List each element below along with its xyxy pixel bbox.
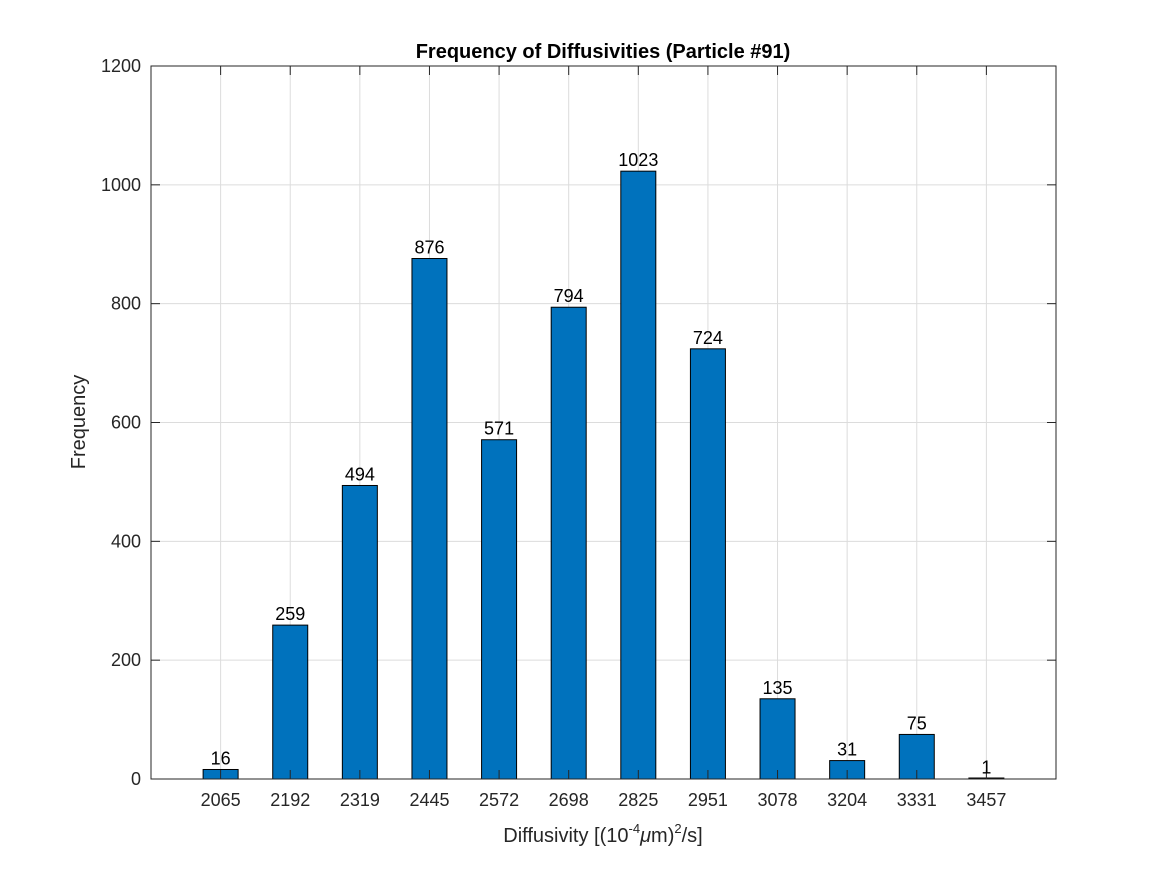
chart-title: Frequency of Diffusivities (Particle #91…	[416, 41, 791, 63]
bar	[550, 306, 587, 780]
bar-value-label: 75	[907, 713, 927, 733]
bar-value-label: 259	[275, 604, 305, 624]
bar-value-label: 876	[414, 238, 444, 258]
bar	[759, 698, 796, 780]
bar	[689, 348, 726, 780]
y-tick-label: 200	[111, 650, 141, 670]
y-tick-label: 800	[111, 294, 141, 314]
x-axis-label-suffix: /s]	[682, 825, 703, 847]
bar-value-label: 1	[981, 757, 991, 777]
x-axis-label-mid: m)	[651, 825, 674, 847]
bar-value-label: 31	[837, 740, 857, 760]
x-tick-label: 2951	[688, 790, 728, 810]
bars	[202, 170, 1005, 780]
x-tick-label: 2192	[270, 790, 310, 810]
x-tick-label: 2572	[479, 790, 519, 810]
x-tick-label: 2445	[409, 790, 449, 810]
x-tick-label: 3331	[897, 790, 937, 810]
bar	[411, 258, 448, 780]
x-axis-label-exponent-2: 2	[674, 821, 681, 836]
y-tick-label: 400	[111, 531, 141, 551]
y-tick-label: 600	[111, 413, 141, 433]
x-axis-label-prefix: Diffusivity [(10	[503, 825, 628, 847]
bar	[272, 624, 309, 780]
x-axis-label-mu: μ	[639, 825, 651, 847]
bar-value-label: 1023	[618, 150, 658, 170]
y-tick-label: 1000	[101, 175, 141, 195]
bar-value-label: 16	[211, 748, 231, 768]
y-axis-label: Frequency	[68, 375, 90, 470]
data-labels: 16 259 494 876 571 794 1023 724 135 31 75 1	[211, 150, 992, 777]
x-axis-label: Diffusivity [(10-4μm)2/s]	[503, 821, 702, 847]
x-tick-label: 2698	[549, 790, 589, 810]
bar	[620, 170, 657, 780]
x-tick-label: 3457	[966, 790, 1006, 810]
bar-value-label: 135	[763, 678, 793, 698]
x-tick-label: 2319	[340, 790, 380, 810]
x-axis-label-exponent: -4	[629, 821, 641, 836]
y-tick-label: 1200	[101, 56, 141, 76]
bar	[341, 484, 378, 780]
bar-value-label: 794	[554, 286, 584, 306]
x-tick-label: 3078	[758, 790, 798, 810]
x-tick-label: 2825	[618, 790, 658, 810]
ticks: 0 200 400 600 800 1000 1200 2065 2192 2319 2445 257…	[101, 56, 1056, 810]
x-tick-label: 2065	[201, 790, 241, 810]
bar	[481, 439, 518, 780]
x-tick-label: 3204	[827, 790, 867, 810]
bar-value-label: 494	[345, 464, 375, 484]
bar-value-label: 571	[484, 419, 514, 439]
bar-value-label: 724	[693, 328, 723, 348]
y-tick-label: 0	[131, 769, 141, 789]
